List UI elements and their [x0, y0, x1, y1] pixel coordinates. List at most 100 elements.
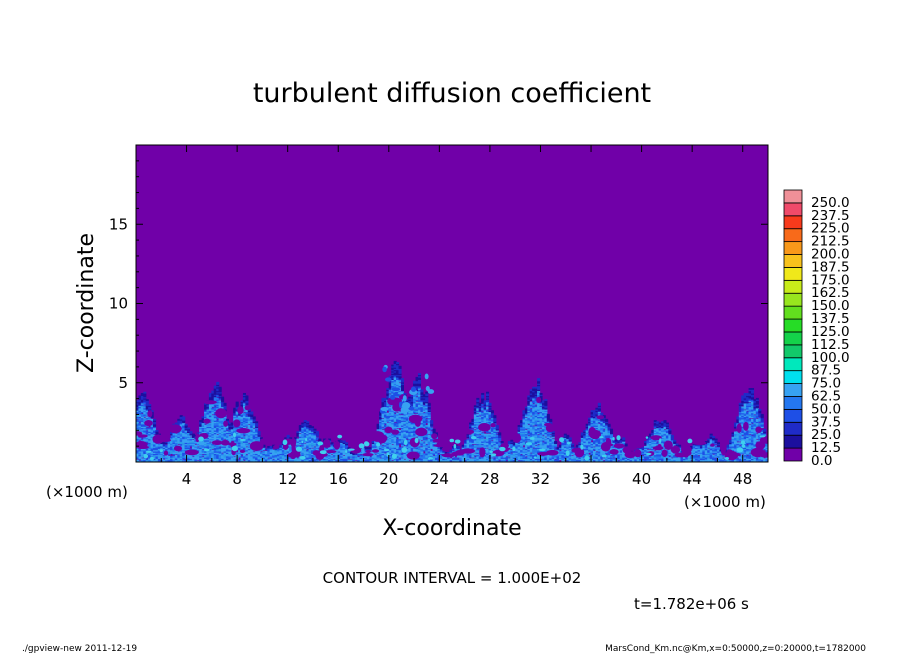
field-cell	[138, 400, 142, 403]
field-cell	[303, 458, 307, 461]
field-cell	[342, 448, 346, 451]
field-cell	[340, 448, 344, 451]
field-cell	[340, 460, 344, 462]
field-cell	[191, 454, 195, 457]
field-cell	[515, 442, 519, 445]
field-cell	[417, 399, 421, 401]
field-cell	[415, 407, 419, 410]
field-cell	[464, 459, 468, 462]
field-cell	[469, 453, 473, 456]
field-cell	[187, 429, 191, 432]
field-cell	[483, 404, 487, 406]
field-cell	[342, 449, 346, 452]
field-cell	[330, 447, 334, 450]
field-cell	[432, 429, 436, 432]
field-cell	[408, 443, 412, 446]
field-cell	[315, 441, 319, 443]
field-cell	[242, 425, 246, 427]
field-cell	[415, 427, 419, 430]
field-cell	[524, 407, 528, 410]
field-cell	[391, 412, 395, 415]
field-cell	[165, 441, 169, 443]
field-cell	[434, 455, 439, 458]
field-cell	[481, 394, 485, 397]
field-cell	[495, 439, 499, 442]
field-cell	[204, 402, 208, 405]
field-cell	[174, 439, 178, 442]
field-cell	[349, 454, 353, 457]
field-cell	[311, 426, 315, 429]
field-cell	[408, 460, 412, 462]
field-cell	[427, 445, 431, 448]
field-cell	[391, 438, 395, 441]
field-cell	[398, 380, 402, 383]
field-cell	[413, 402, 417, 405]
field-cell	[362, 452, 366, 454]
field-cell	[481, 433, 485, 436]
field-cell	[148, 437, 152, 440]
field-cell	[230, 437, 234, 440]
field-cell	[515, 443, 519, 446]
field-cell	[184, 428, 188, 431]
field-cell	[172, 442, 176, 445]
field-cell	[201, 418, 205, 421]
field-cell	[415, 411, 419, 414]
field-cell	[184, 441, 188, 443]
field-cell	[189, 455, 193, 458]
field-cell	[238, 432, 242, 435]
field-cell	[208, 427, 212, 430]
field-cell	[204, 407, 208, 410]
field-cell	[143, 420, 147, 422]
field-cell	[393, 426, 397, 429]
field-cell	[517, 429, 521, 432]
field-cell	[233, 427, 237, 430]
field-cell	[296, 433, 300, 436]
field-cell	[490, 412, 494, 415]
field-cell	[255, 436, 259, 438]
field-cell	[473, 417, 477, 420]
field-cell	[298, 425, 302, 427]
field-cell	[473, 459, 477, 462]
field-cell	[393, 445, 397, 448]
field-cell	[298, 438, 302, 441]
field-cell	[311, 438, 315, 441]
field-cell	[148, 429, 152, 432]
field-cell	[247, 432, 251, 435]
field-cell	[247, 443, 251, 446]
field-cell	[493, 431, 497, 434]
field-cell	[259, 457, 263, 459]
field-cell	[427, 429, 431, 432]
field-cell	[420, 395, 424, 398]
field-cell	[262, 453, 266, 456]
field-cell	[320, 460, 324, 462]
field-cell	[252, 452, 256, 454]
field-cell	[522, 422, 526, 425]
field-cell	[391, 374, 395, 377]
field-cell	[422, 402, 426, 405]
field-cell	[306, 444, 310, 447]
field-cell	[143, 397, 147, 400]
field-cell	[225, 427, 229, 430]
field-cell	[189, 444, 193, 447]
field-cell	[274, 457, 278, 459]
field-cell	[486, 395, 490, 398]
field-cell	[247, 450, 251, 453]
field-cell	[495, 457, 499, 459]
field-cell	[204, 405, 208, 408]
field-cell	[427, 428, 431, 431]
field-cell	[208, 458, 212, 461]
field-cell	[211, 394, 215, 397]
field-cell	[408, 429, 412, 432]
field-cell	[240, 448, 244, 451]
field-cell	[427, 408, 431, 411]
field-cell	[376, 427, 380, 430]
field-cell	[211, 390, 215, 393]
field-cell	[301, 436, 305, 438]
field-cell	[208, 396, 212, 399]
field-cell	[228, 454, 232, 457]
field-cell	[369, 449, 373, 452]
field-cell	[340, 458, 344, 461]
field-cell	[145, 407, 149, 410]
field-cell	[208, 411, 212, 414]
